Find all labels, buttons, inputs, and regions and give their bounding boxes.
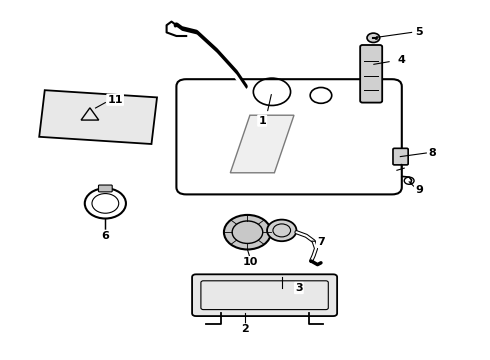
Text: 10: 10: [242, 257, 258, 267]
FancyBboxPatch shape: [98, 185, 112, 192]
Text: 6: 6: [101, 231, 109, 241]
Polygon shape: [230, 115, 294, 173]
Circle shape: [224, 215, 271, 249]
Circle shape: [267, 220, 296, 241]
Circle shape: [367, 33, 380, 42]
Text: 9: 9: [415, 185, 423, 195]
FancyBboxPatch shape: [393, 148, 408, 165]
Text: 1: 1: [258, 116, 266, 126]
Text: 11: 11: [107, 95, 123, 105]
Text: 4: 4: [398, 55, 406, 66]
Text: 8: 8: [428, 148, 436, 158]
Text: 3: 3: [295, 283, 303, 293]
FancyBboxPatch shape: [360, 45, 382, 103]
Text: 5: 5: [415, 27, 423, 37]
Text: 2: 2: [241, 324, 249, 334]
Polygon shape: [39, 90, 157, 144]
Text: 7: 7: [317, 237, 325, 247]
FancyBboxPatch shape: [192, 274, 337, 316]
